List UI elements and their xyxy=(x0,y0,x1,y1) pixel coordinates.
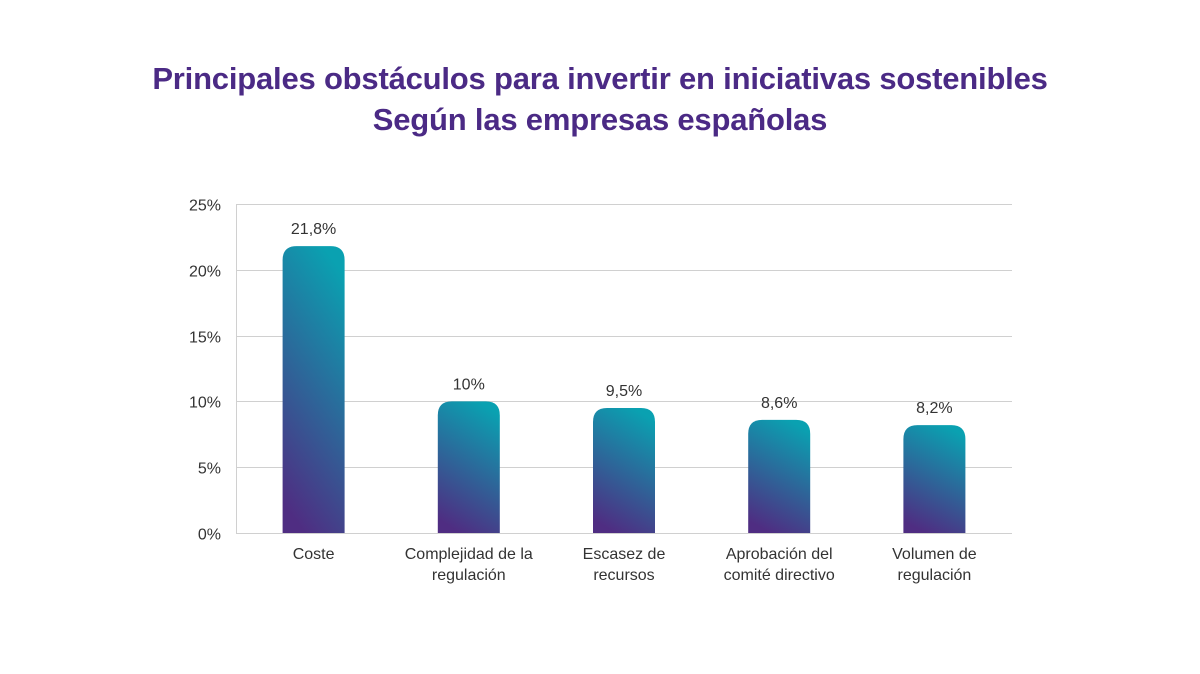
data-label: 10% xyxy=(453,376,485,393)
bars xyxy=(282,246,966,533)
x-tick-label: regulación xyxy=(897,567,971,584)
y-axis: 0% 5% 10% 15% 20% 25% xyxy=(189,198,237,544)
x-axis: Coste Complejidad de la regulación Escasez … xyxy=(293,546,977,584)
chart-subtitle: Según las empresas españolas xyxy=(372,102,828,137)
data-label: 8,6% xyxy=(761,395,797,412)
gridlines xyxy=(236,204,1012,534)
x-tick-label: recursos xyxy=(593,567,654,584)
bar xyxy=(437,401,500,533)
bar xyxy=(748,419,811,533)
x-tick-label: comité directivo xyxy=(724,567,835,584)
data-label: 8,2% xyxy=(916,400,952,417)
data-label: 21,8% xyxy=(291,221,336,238)
x-tick-label: Coste xyxy=(293,546,335,563)
x-tick-label: Escasez de xyxy=(583,546,666,563)
bar xyxy=(903,425,966,533)
bar xyxy=(593,407,655,533)
y-tick-label: 25% xyxy=(189,198,221,215)
chart-title: Principales obstáculos para invertir en … xyxy=(152,61,1048,96)
bar xyxy=(282,246,345,533)
x-tick-label: Aprobación del xyxy=(726,546,833,563)
y-tick-label: 10% xyxy=(189,395,221,412)
x-tick-label: Volumen de xyxy=(892,546,977,563)
chart-title-block: Principales obstáculos para invertir en … xyxy=(0,58,1200,140)
y-tick-label: 5% xyxy=(198,461,221,478)
y-tick-label: 20% xyxy=(189,264,221,281)
x-tick-label: regulación xyxy=(432,567,506,584)
data-label: 9,5% xyxy=(606,383,642,400)
x-tick-label: Complejidad de la xyxy=(405,546,533,563)
y-tick-label: 0% xyxy=(198,527,221,544)
y-tick-label: 15% xyxy=(189,330,221,347)
data-labels: 21,8% 10% 9,5% 8,6% 8,2% xyxy=(291,221,953,417)
